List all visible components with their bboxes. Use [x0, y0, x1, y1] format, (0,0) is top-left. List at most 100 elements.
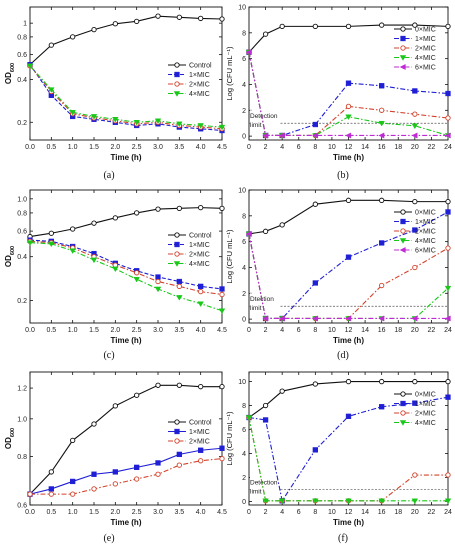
- data-point: [445, 198, 451, 205]
- legend-label: 6×MIC: [415, 65, 436, 72]
- data-point: [197, 301, 204, 308]
- x-tick-label: 22: [428, 509, 436, 516]
- legend-label: 0×MIC: [415, 27, 436, 34]
- plot-frame: [29, 6, 223, 141]
- x-tick-label: 4.0: [196, 509, 206, 516]
- x-tick-label: 3.0: [153, 509, 163, 516]
- detection-label: Detection: [250, 479, 278, 486]
- y-tick-label: 0.6: [17, 503, 27, 510]
- legend-marker: [399, 420, 407, 426]
- series-line-3: [29, 240, 223, 295]
- y-tick-label: 0: [242, 317, 246, 324]
- series-line-1: [29, 207, 223, 238]
- legend-marker: [400, 218, 406, 225]
- legend-marker: [400, 400, 406, 407]
- x-tick-label: 0.5: [46, 509, 56, 516]
- x-tick-label: 0: [247, 327, 251, 334]
- y-axis-label: OD600: [4, 428, 16, 449]
- x-tick-label: 4: [280, 144, 284, 151]
- legend-marker: [400, 45, 406, 51]
- y-axis-label: OD600: [4, 246, 16, 267]
- data-point: [219, 384, 225, 390]
- y-tick-label: 10: [238, 379, 246, 386]
- data-point: [312, 498, 319, 505]
- x-axis-label: Time (h): [111, 518, 142, 527]
- y-tick-label: 10: [238, 5, 246, 12]
- data-point: [134, 464, 140, 471]
- data-point: [345, 378, 352, 385]
- data-point: [312, 280, 318, 286]
- data-point: [245, 415, 253, 421]
- series-line-2: [29, 64, 223, 132]
- series-line-1: [29, 15, 223, 66]
- legend-marker: [399, 63, 406, 71]
- data-point: [379, 107, 385, 113]
- series-line-2: [29, 239, 223, 290]
- y-tick-label: 4: [242, 82, 246, 89]
- data-point: [48, 230, 54, 236]
- series-line-5: [248, 52, 448, 137]
- legend-label: 1×MIC: [189, 72, 210, 79]
- data-point: [219, 445, 225, 451]
- data-point: [412, 22, 418, 28]
- x-tick-label: 12: [345, 144, 353, 151]
- detection-label: limit: [250, 122, 262, 129]
- x-tick-label: 2: [264, 509, 268, 516]
- legend-marker: [400, 35, 406, 42]
- y-tick-label: 0.6: [17, 229, 27, 236]
- data-point: [218, 308, 226, 315]
- x-tick-label: 1.0: [68, 327, 78, 334]
- x-axis-label: Time (h): [333, 153, 364, 162]
- panel-label: (b): [337, 170, 349, 181]
- data-point: [154, 118, 162, 125]
- chart-panel-3: 0.0 0.5 1.0 1.5 2.0 2.5 3.0 3.5 4.0 4.5 0.2 0.4 0.6 0…: [4, 189, 227, 361]
- plot-frame: [29, 371, 223, 506]
- legend-label: 4×MIC: [415, 420, 436, 427]
- x-tick-label: 14: [361, 327, 369, 334]
- x-tick-label: 4.0: [196, 327, 206, 334]
- legend-label: 1×MIC: [415, 219, 436, 226]
- data-point: [219, 291, 225, 298]
- legend-label: 1×MIC: [189, 429, 210, 436]
- legend-label: Control: [189, 420, 212, 427]
- data-point: [262, 402, 269, 409]
- series-line-4: [248, 417, 448, 502]
- x-tick-label: 20: [411, 144, 419, 151]
- legend-label: 2×MIC: [415, 46, 436, 53]
- data-point: [155, 206, 161, 212]
- x-tick-label: 12: [345, 327, 353, 334]
- data-point: [133, 120, 140, 126]
- data-point: [176, 121, 183, 128]
- x-tick-label: 0.0: [25, 144, 35, 151]
- data-point: [345, 315, 352, 322]
- legend-label: 1×MIC: [189, 242, 210, 249]
- data-point: [379, 197, 385, 203]
- series-line-3: [30, 458, 223, 495]
- x-tick-label: 16: [378, 327, 386, 334]
- x-tick-label: 1.0: [68, 509, 78, 516]
- x-tick-label: 2.5: [132, 509, 142, 516]
- y-axis-label: Log (CFU mL⁻¹): [225, 46, 234, 100]
- data-point: [112, 481, 118, 487]
- data-point: [219, 455, 225, 462]
- x-tick-label: 0.0: [25, 509, 35, 516]
- legend-label: 1×MIC: [415, 401, 436, 408]
- data-point: [48, 241, 55, 248]
- data-point: [445, 245, 451, 251]
- y-tick-label: 8: [242, 213, 246, 220]
- data-point: [445, 378, 451, 385]
- data-point: [70, 34, 76, 40]
- y-axis-label: Log (CFU mL⁻¹): [225, 229, 234, 283]
- data-point: [112, 117, 119, 123]
- x-tick-label: 22: [428, 327, 436, 334]
- data-point: [154, 286, 162, 293]
- data-point: [262, 417, 269, 423]
- legend-marker: [173, 261, 181, 267]
- legend-label: 2×MIC: [415, 229, 436, 236]
- x-tick-label: 0: [247, 509, 251, 516]
- y-tick-label: 10: [238, 188, 246, 195]
- legend-label: 1×MIC: [415, 36, 436, 43]
- data-point: [312, 447, 318, 453]
